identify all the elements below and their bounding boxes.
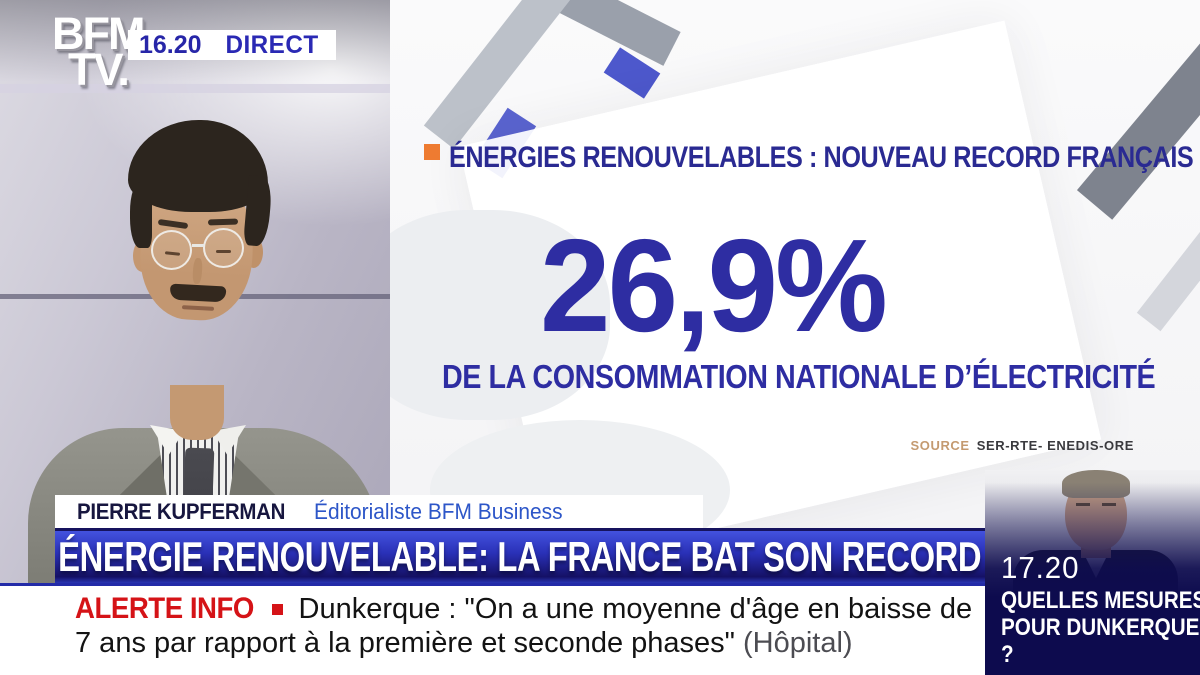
clock-live-box: 16.20 DIRECT <box>128 30 336 60</box>
upnext-gradient-overlay <box>985 470 1200 675</box>
red-square-icon <box>271 604 283 615</box>
upnext-title: QUELLES MESURES POUR DUNKERQUE ? <box>1001 587 1200 668</box>
presenter-hair <box>242 175 274 247</box>
source-label: SOURCE <box>910 438 970 453</box>
channel-branding: BFM TV. 16.20 DIRECT <box>52 11 336 95</box>
orange-square-icon <box>424 144 440 160</box>
ticker-line-1: ALERTE INFO Dunkerque : "On a une moyenne… <box>75 592 985 626</box>
alert-info-label: ALERTE INFO <box>75 592 254 625</box>
live-badge: DIRECT <box>225 30 319 59</box>
background-watermark <box>390 210 610 420</box>
presenter-eye <box>216 250 231 253</box>
studio-wall-band <box>0 84 390 93</box>
bfm-logo-line2: TV. <box>68 44 130 95</box>
bfm-tv-logo: BFM TV. <box>52 11 145 95</box>
presenter-neck <box>170 385 224 440</box>
upnext-title-line3: ? <box>1001 641 1014 668</box>
headline-banner: ÉNERGIE RENOUVELABLE: LA FRANCE BAT SON … <box>55 528 985 583</box>
ticker-attribution: (Hôpital) <box>742 627 853 659</box>
infographic-kicker-row: ÉNERGIES RENOUVELABLES : NOUVEAU RECORD … <box>424 141 1200 174</box>
infographic-kicker: ÉNERGIES RENOUVELABLES : NOUVEAU RECORD … <box>449 141 1194 174</box>
speaker-name: PIERRE KUPFERMAN <box>77 498 286 524</box>
ticker-text-1: Dunkerque : "On a une moyenne d'âge en b… <box>298 593 973 625</box>
upnext-title-line1: QUELLES MESURES <box>1001 587 1200 614</box>
presenter-glasses <box>203 228 244 268</box>
presenter-hair <box>130 182 152 248</box>
ticker-line-2: 7 ans par rapport à la première et secon… <box>75 626 985 660</box>
ticker-text-2: 7 ans par rapport à la première et secon… <box>75 627 735 659</box>
speaker-strip: PIERRE KUPFERMAN Éditorialiste BFM Busin… <box>55 495 703 528</box>
diagonal-bar <box>1076 0 1200 220</box>
upnext-time: 17.20 <box>1001 550 1080 585</box>
news-ticker: ALERTE INFO Dunkerque : "On a une moyenne… <box>0 583 985 675</box>
upnext-promo-panel: 17.20 QUELLES MESURES POUR DUNKERQUE ? <box>985 470 1200 675</box>
statistic-subtitle: DE LA CONSOMMATION NATIONALE D’ÉLECTRICI… <box>442 358 1156 395</box>
clock: 16.20 <box>139 30 202 59</box>
presenter-mustache <box>169 283 227 303</box>
source-value: SER-RTE- ENEDIS-ORE <box>976 438 1134 453</box>
headline-text: ÉNERGIE RENOUVELABLE: LA FRANCE BAT SON … <box>58 533 982 580</box>
presenter-eyebrow <box>207 218 239 226</box>
diagonal-bar <box>1136 178 1200 332</box>
source-credit: SOURCE SER-RTE- ENEDIS-ORE <box>910 438 1134 453</box>
presenter-glasses-bridge <box>192 244 204 247</box>
presenter-glasses <box>151 230 192 270</box>
statistic-value: 26,9% <box>540 212 888 359</box>
upnext-title-line2: POUR DUNKERQUE <box>1001 614 1200 641</box>
speaker-role: Éditorialiste BFM Business <box>313 498 563 524</box>
